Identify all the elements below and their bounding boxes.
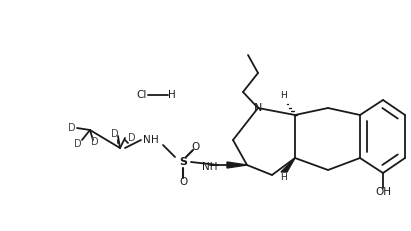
Text: N: N	[254, 103, 262, 113]
Text: OH: OH	[375, 187, 391, 197]
Polygon shape	[281, 158, 295, 172]
Text: D: D	[68, 123, 76, 133]
Text: O: O	[191, 142, 199, 152]
Text: H: H	[151, 135, 159, 145]
Text: NH: NH	[202, 162, 218, 172]
Text: D: D	[111, 129, 119, 139]
Text: D: D	[74, 139, 82, 149]
Text: H: H	[279, 91, 286, 100]
Text: H: H	[279, 173, 286, 182]
Text: O: O	[179, 177, 187, 187]
Text: D: D	[128, 133, 136, 143]
Text: Cl: Cl	[137, 90, 147, 100]
Polygon shape	[227, 162, 247, 168]
Text: S: S	[179, 157, 187, 167]
Text: N: N	[143, 135, 151, 145]
Text: H: H	[168, 90, 176, 100]
Text: D: D	[91, 137, 99, 147]
